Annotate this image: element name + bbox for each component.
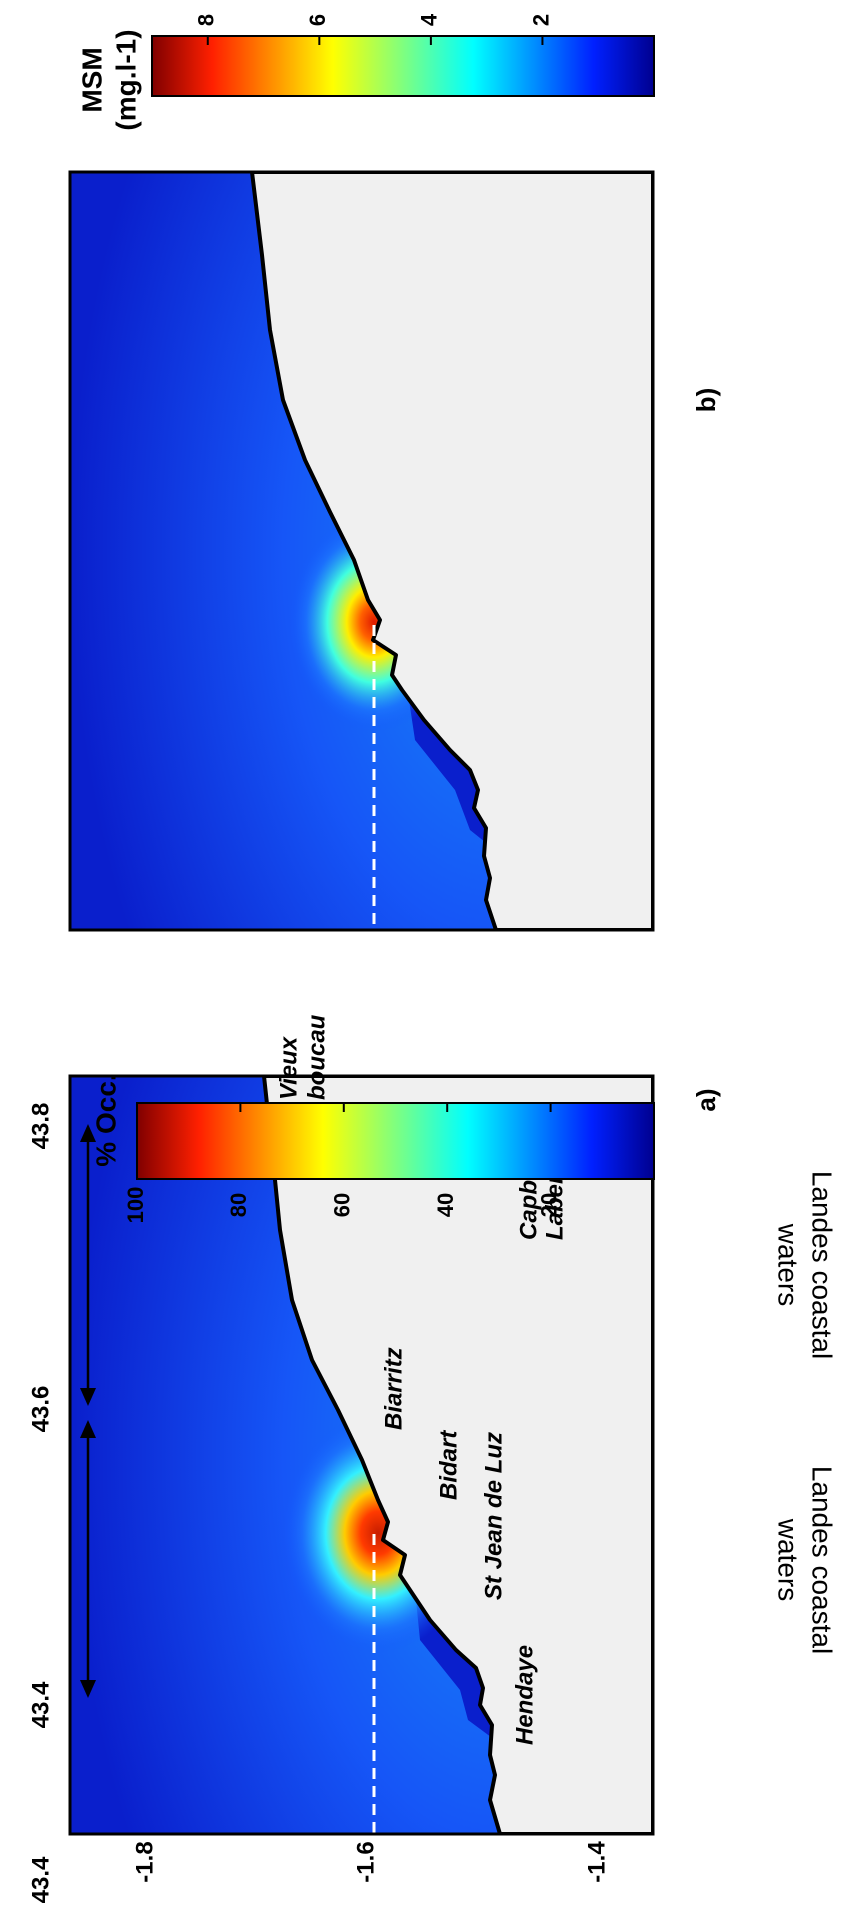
colorbar-tick-label: 20 [536,1193,561,1217]
colorbar-msm-title: MSM [76,47,107,112]
region-label-upper-line1: Landes coastal [807,1171,838,1359]
y-tick-label: 43.8 [27,1103,54,1150]
y-axis-labels: 43.8 43.6 43.4 43.4 [27,1103,54,1904]
sea-coastal-gradient [70,172,500,930]
arrow-head [80,1124,96,1142]
panel-b-label: b) [691,388,721,413]
panel-a-frame [68,1074,655,1836]
panel-a-label: a) [691,1088,721,1111]
colorbar-tick-label: 8 [194,14,219,26]
y-tick-label: 43.6 [27,1386,54,1433]
arrow-head [80,1420,96,1438]
y-tick-label: 43.4 [27,1681,54,1728]
region-label-lower-line1: Landes coastal [807,1466,838,1654]
colorbar-tick-label: 2 [528,14,553,26]
colorbar-tick-label: 100 [123,1187,148,1224]
colorbar-occ-ticks: 20 40 60 80 100 [123,1103,561,1224]
panel-a-map [70,1076,653,1834]
place-name: boucau [303,1014,330,1100]
x-tick-label: -1.6 [352,1841,379,1882]
colorbar-occ [136,1102,655,1180]
colorbar-tick-label: 40 [433,1193,458,1217]
place-name: Hendaye [511,1645,538,1745]
place-name: Bidart [435,1430,462,1500]
arrow-head [80,1680,96,1698]
x-axis-labels: -1.8 -1.6 -1.4 [131,1841,610,1883]
panel-b-map [70,172,653,930]
colorbar-msm-unit: (mg.l-1) [110,29,141,130]
region-label-upper-line2: waters [773,1223,804,1306]
panel-b-frame [68,170,655,932]
x-tick-label: -1.8 [131,1841,158,1882]
colorbar-msm-ticks: 2 4 6 8 [194,13,553,45]
place-name: Vieux [275,1035,302,1100]
place-name: St Jean de Luz [480,1432,507,1600]
colorbar-tick-label: 80 [226,1193,251,1217]
colorbar-tick-label: 4 [417,13,442,26]
colorbar-msm [151,35,655,97]
region-annotation: Landes coastal waters Landes coastal wat… [80,1124,838,1698]
colorbar-tick-label: 6 [305,14,330,26]
colorbar-occ-title: % Occ. [90,1073,121,1166]
place-name: Biarritz [380,1347,407,1430]
arrow-head [80,1388,96,1406]
y-tick-label: 43.4 [27,1856,54,1903]
land-area [262,1076,653,1834]
x-tick-label: -1.4 [583,1841,610,1883]
region-label-lower-line2: waters [773,1518,804,1601]
colorbar-tick-label: 60 [330,1193,355,1217]
land-area [250,172,653,930]
